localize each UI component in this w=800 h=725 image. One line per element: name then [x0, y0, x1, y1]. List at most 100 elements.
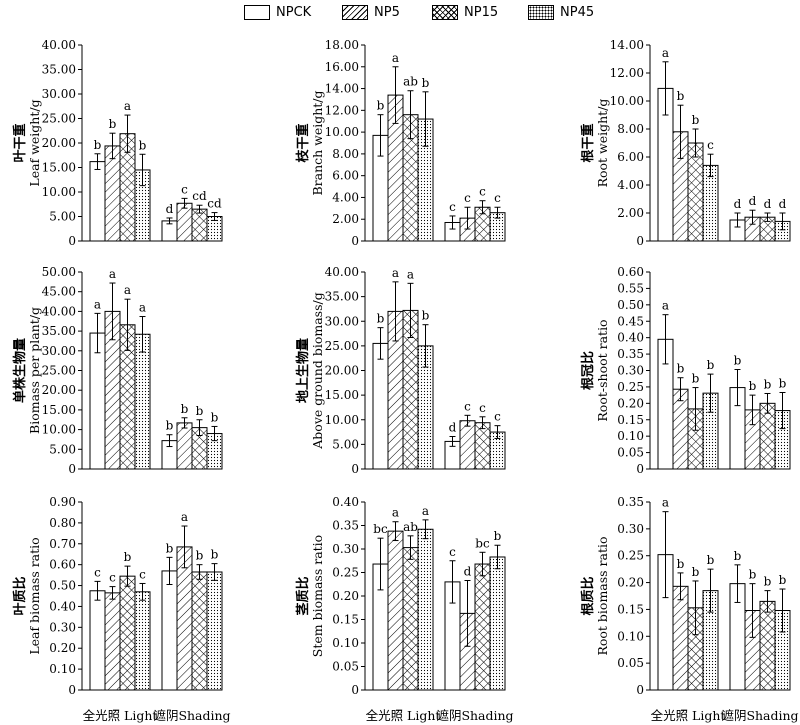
panel-7-category-label: 遮阴Shading — [153, 708, 230, 723]
panel-6-y-tick-label: 0.20 — [617, 396, 644, 410]
legend-label-npck: NPCK — [276, 4, 312, 20]
panel-7-bar-np45 — [206, 571, 223, 691]
panel-8-category-label: 遮阴Shading — [436, 708, 513, 723]
panel-5-y-tick-label: 0 — [351, 462, 359, 476]
panel-3-sig-letter: d — [749, 194, 757, 208]
panel-1-y-tick-label: 10.00 — [42, 185, 76, 199]
panel-9-sig-letter: b — [764, 575, 772, 589]
panel-4-y-tick-label: 50.00 — [42, 265, 76, 279]
panel-1-sig-letter: b — [139, 138, 147, 152]
panel-8-category-label: 全光照 Light — [366, 708, 441, 723]
panel-7-sig-letter: b — [196, 549, 204, 563]
panel-1-sig-letter: b — [109, 117, 117, 131]
legend-label-np45: NP45 — [560, 4, 595, 20]
panel-8-y-tick-label: 0.30 — [332, 542, 359, 556]
panel-1-y-tick-label: 35.00 — [42, 63, 76, 77]
panel-3-y-tick-label: 12.00 — [610, 66, 644, 80]
panel-7-bar-np15 — [191, 571, 208, 691]
panel-7-y-tick-label: 0.50 — [49, 579, 76, 593]
panel-7-bar-np5 — [104, 592, 121, 691]
panel-2-sig-letter: ab — [403, 75, 418, 89]
panel-3-y-tick-label: 8.00 — [617, 122, 644, 136]
panel-9-category-label: 全光照 Light — [651, 708, 726, 723]
panel-7-bar-np45 — [134, 591, 151, 691]
panel-5-y-tick-label: 30.00 — [325, 314, 359, 328]
panel-1-y-tick-label: 20.00 — [42, 136, 76, 150]
panel-7-y-tick-label: 0.80 — [49, 516, 76, 530]
panel-7-sig-letter: c — [109, 571, 116, 585]
panel-5-bar-np15 — [474, 422, 491, 470]
panel-6-y-tick-label: 0.55 — [617, 281, 644, 295]
panel-2-y-tick-label: 6.00 — [332, 169, 359, 183]
panel-1-ylabel-en: Leaf weight/g — [27, 99, 42, 186]
legend-swatch-np5 — [342, 4, 368, 20]
panel-2-ylabel-cn: 枝干重 — [295, 123, 311, 163]
panel-1-y-tick-label: 15.00 — [42, 161, 76, 175]
panel-4-y-tick-label: 20.00 — [42, 383, 76, 397]
panel-7-sig-letter: c — [94, 565, 101, 579]
panel-7-sig-letter: a — [181, 510, 188, 524]
panel-8-sig-letter: d — [464, 564, 472, 578]
panel-3-sig-letter: a — [662, 46, 669, 60]
panel-7-y-tick-label: 0.20 — [49, 641, 76, 655]
panel-4-y-tick-label: 0 — [68, 462, 76, 476]
panel-9-bar-np15 — [759, 600, 776, 691]
panel-4-sig-letter: b — [166, 419, 174, 433]
panel-4-bar-npck — [89, 332, 106, 470]
panel-6-y-tick-label: 0.35 — [617, 347, 644, 361]
panel-8-sig-letter: bc — [475, 536, 490, 550]
panel-2-sig-letter: c — [449, 200, 456, 214]
panel-1-sig-letter: cd — [192, 189, 207, 203]
panel-5-y-tick-label: 40.00 — [325, 265, 359, 279]
panel-9-sig-letter: b — [734, 549, 742, 563]
panel-3-sig-letter: c — [707, 138, 714, 152]
panel-1-bar-np5 — [104, 145, 121, 242]
panel-2-sig-letter: b — [422, 76, 430, 90]
panel-4-y-tick-label: 15.00 — [42, 403, 76, 417]
panel-6-sig-letter: b — [692, 372, 700, 386]
panel-5-ylabel-en: Above ground biomass/g — [310, 292, 325, 449]
panel-3-ylabel-cn: 根干重 — [580, 123, 596, 162]
panel-6-sig-letter: a — [662, 299, 669, 313]
panel-8-y-tick-label: 0.10 — [332, 636, 359, 650]
panel-7-y-tick-label: 0 — [68, 683, 76, 697]
panel-1-y-tick-label: 40.00 — [42, 38, 76, 52]
panel-4-y-tick-label: 35.00 — [42, 324, 76, 338]
panel-1-sig-letter: a — [124, 99, 131, 113]
panel-3-sig-letter: d — [779, 197, 787, 211]
panel-9-ylabel-cn: 根质比 — [580, 576, 596, 615]
panel-3-sig-letter: d — [734, 197, 742, 211]
panel-5-sig-letter: b — [422, 309, 430, 323]
panel-9-y-tick-label: 0.05 — [617, 656, 644, 670]
panel-8-sig-letter: a — [422, 504, 429, 518]
panel-6-y-tick-label: 0 — [636, 462, 644, 476]
panel-4-sig-letter: a — [139, 301, 146, 315]
panel-1-bar-np15 — [191, 208, 208, 242]
panel-5-sig-letter: c — [494, 410, 501, 424]
panel-7-ylabel-en: Leaf biomass ratio — [27, 537, 42, 654]
legend-label-np5: NP5 — [374, 4, 400, 20]
panel-8-sig-letter: c — [449, 545, 456, 559]
panel-6-ylabel-cn: 根冠比 — [580, 351, 596, 390]
panel-9-sig-letter: a — [662, 496, 669, 510]
panel-9-sig-letter: b — [707, 553, 715, 567]
panel-1-sig-letter: d — [166, 202, 174, 216]
panel-7-y-tick-label: 0.10 — [49, 662, 76, 676]
panel-7-bar-np5 — [176, 546, 193, 691]
panel-3-y-tick-label: 14.00 — [610, 38, 644, 52]
panel-4-y-tick-label: 30.00 — [42, 344, 76, 358]
panel-9-sig-letter: b — [692, 565, 700, 579]
panel-9-y-tick-label: 0 — [636, 683, 644, 697]
panel-4-bar-np45 — [134, 333, 151, 470]
legend-swatch-np45 — [528, 4, 554, 20]
panel-8-bar-np5 — [387, 530, 404, 691]
panel-9-sig-letter: b — [779, 573, 787, 587]
panel-8-y-tick-label: 0.15 — [332, 613, 359, 627]
panel-5-y-tick-label: 20.00 — [325, 364, 359, 378]
panel-6-y-tick-label: 0.05 — [617, 446, 644, 460]
panel-6-y-tick-label: 0.25 — [617, 380, 644, 394]
panel-2-y-tick-label: 0 — [351, 234, 359, 248]
panel-4-ylabel-cn: 单株生物量 — [12, 338, 28, 403]
panel-7-bar-npck — [89, 590, 106, 691]
